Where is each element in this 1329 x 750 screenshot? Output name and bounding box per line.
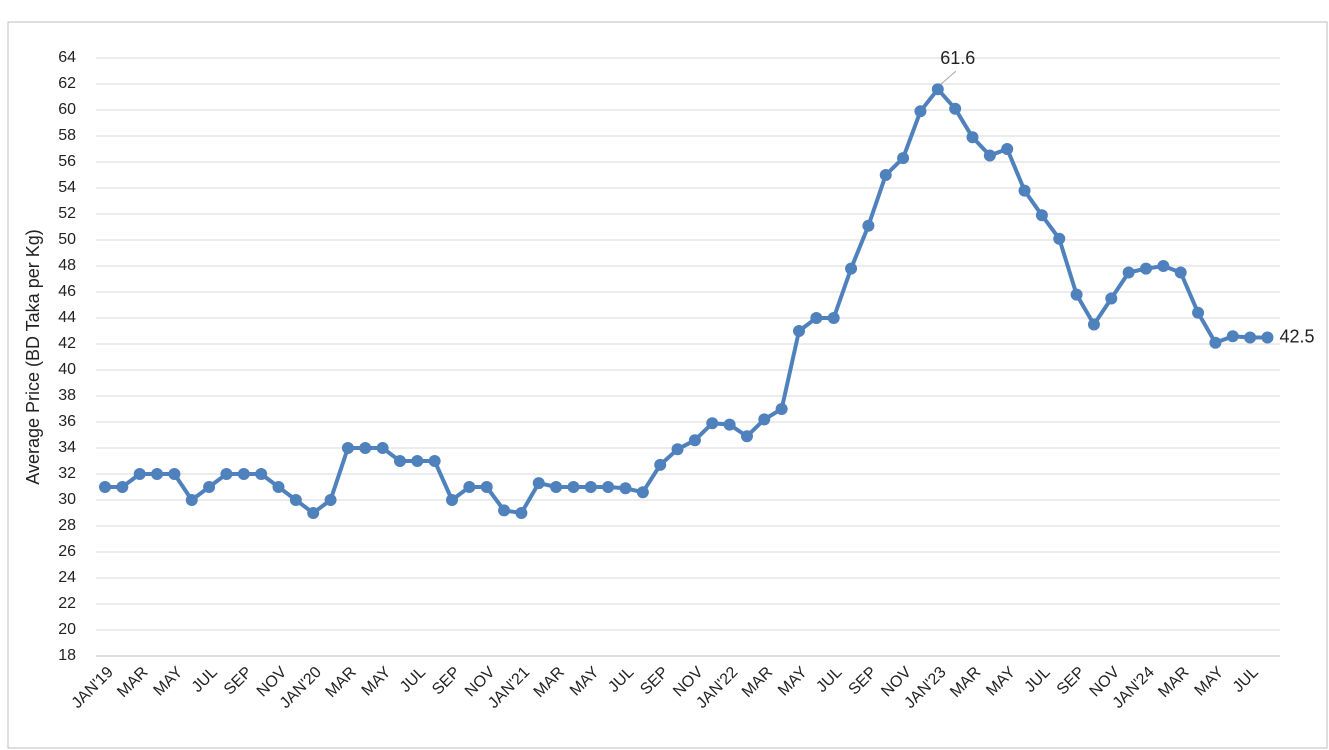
y-tick-label: 24: [58, 569, 76, 586]
data-point: [324, 494, 337, 506]
data-point: [793, 325, 805, 337]
data-point: [220, 468, 233, 480]
y-tick-label: 22: [58, 595, 76, 612]
data-point: [1244, 331, 1257, 344]
y-tick-label: 64: [58, 49, 76, 66]
data-point: [289, 494, 302, 506]
data-point: [116, 481, 129, 493]
data-point: [203, 481, 216, 493]
data-point: [237, 468, 250, 480]
data-point: [532, 477, 545, 490]
data-point: [463, 481, 476, 493]
data-point: [740, 430, 753, 443]
y-tick-label: 58: [58, 127, 76, 144]
data-point: [446, 494, 458, 506]
data-point: [99, 481, 111, 493]
data-point: [879, 169, 892, 181]
data-point: [272, 481, 285, 493]
y-tick-label: 54: [58, 179, 76, 196]
data-point: [255, 468, 268, 480]
data-point: [862, 219, 875, 232]
data-point: [810, 312, 823, 324]
y-tick-label: 62: [58, 75, 76, 92]
data-point: [1035, 209, 1048, 222]
data-point: [1087, 318, 1100, 331]
y-tick-label: 40: [58, 361, 76, 378]
data-point: [636, 486, 649, 499]
y-tick-label: 48: [58, 257, 76, 274]
data-point: [897, 152, 910, 165]
y-tick-label: 34: [58, 439, 76, 456]
y-tick-label: 26: [58, 543, 76, 560]
data-point: [567, 481, 580, 493]
y-tick-label: 56: [58, 153, 76, 170]
label-leader: [940, 70, 957, 85]
y-tick-label: 50: [58, 231, 76, 248]
data-point: [428, 455, 441, 467]
data-point: [1174, 266, 1187, 279]
data-point: [602, 481, 615, 493]
data-point: [1018, 184, 1031, 197]
data-point: [1157, 260, 1170, 272]
y-tick-label: 36: [58, 413, 76, 430]
data-point: [515, 507, 528, 519]
data-point: [654, 458, 667, 471]
data-point: [185, 494, 198, 506]
data-point: [723, 418, 736, 431]
data-point: [827, 312, 840, 324]
data-point: [480, 481, 493, 493]
y-tick-label: 20: [58, 621, 76, 638]
data-point: [931, 83, 944, 96]
data-point: [688, 434, 701, 447]
data-label: 42.5: [1279, 326, 1314, 346]
y-tick-label: 44: [58, 309, 76, 326]
data-point: [341, 442, 354, 454]
data-point: [411, 455, 424, 467]
data-point: [307, 507, 320, 519]
data-point: [619, 482, 632, 495]
y-tick-label: 38: [58, 387, 76, 404]
data-point: [393, 455, 406, 467]
data-point: [1209, 336, 1222, 349]
data-point: [671, 443, 684, 456]
data-point: [1070, 288, 1083, 301]
data-point: [1053, 232, 1066, 245]
data-point: [1122, 266, 1135, 279]
y-tick-label: 42: [58, 335, 76, 352]
data-point: [550, 481, 563, 493]
data-point: [1226, 330, 1239, 343]
data-point: [758, 413, 771, 426]
data-point: [376, 442, 389, 454]
data-point: [133, 468, 146, 480]
data-point: [966, 131, 979, 144]
y-tick-label: 30: [58, 491, 76, 508]
data-point: [584, 481, 597, 493]
chart-frame: [7, 21, 1328, 749]
data-point: [983, 149, 996, 162]
data-point: [949, 102, 962, 115]
y-tick-label: 32: [58, 465, 76, 482]
y-axis-label: Average Price (BD Taka per Kg): [23, 229, 43, 484]
data-point: [706, 417, 719, 430]
y-tick-label: 60: [58, 101, 76, 118]
y-tick-label: 18: [58, 647, 76, 664]
data-label: 61.6: [940, 48, 975, 68]
data-point: [1001, 143, 1014, 155]
data-point: [1261, 331, 1274, 344]
data-point: [168, 468, 181, 480]
data-point: [1140, 262, 1152, 275]
y-tick-label: 46: [58, 283, 76, 300]
data-point: [914, 105, 927, 118]
data-point: [359, 442, 372, 454]
data-point: [151, 468, 164, 480]
y-tick-label: 28: [58, 517, 76, 534]
data-point: [1192, 306, 1205, 319]
data-point: [498, 504, 511, 517]
data-point: [775, 403, 788, 415]
data-point: [1105, 292, 1118, 305]
y-tick-label: 52: [58, 205, 76, 222]
data-point: [845, 262, 858, 275]
